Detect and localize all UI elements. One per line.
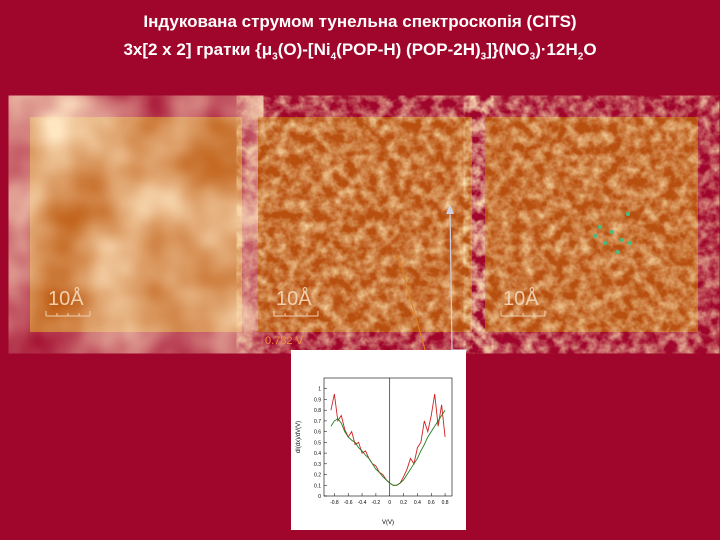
subscript: 3 — [529, 51, 536, 63]
x-tick-label: -0.6 — [344, 500, 353, 506]
x-tick-label: -0.8 — [330, 500, 339, 506]
subscript: 3 — [480, 51, 487, 63]
y-tick-label: 1 — [318, 387, 321, 393]
stm-image — [30, 117, 242, 332]
x-tick-label: 0.4 — [414, 500, 421, 506]
y-tick-label: 0.3 — [314, 462, 321, 468]
stm-image — [485, 117, 698, 332]
subscript: 4 — [330, 51, 337, 63]
scale-bar — [45, 311, 91, 317]
x-tick-label: 0.2 — [400, 500, 407, 506]
y-tick-label: 0.1 — [314, 483, 321, 489]
scale-bar — [273, 311, 319, 317]
title-text: O — [583, 40, 597, 59]
arrow-head — [446, 204, 454, 214]
y-tick-label: 0.5 — [314, 440, 321, 446]
x-tick-label: -0.4 — [358, 500, 367, 506]
scale-bar — [500, 311, 546, 317]
x-tick-label: 0.8 — [442, 500, 449, 506]
chart-panel — [291, 350, 466, 530]
x-axis-label: V(V) — [382, 520, 394, 526]
y-tick-label: 0.2 — [314, 473, 321, 479]
title-text: (O)-[Ni — [277, 40, 331, 59]
title-text: 3x[2 x 2] гратки {μ — [123, 40, 273, 59]
y-tick-label: 0.9 — [314, 397, 321, 403]
y-tick-label: 0.7 — [314, 419, 321, 425]
plot-frame — [323, 377, 453, 497]
title-line1: Індукована струмом тунельна спектроскопі… — [143, 12, 577, 31]
x-tick-label: 0 — [388, 500, 391, 506]
title-text: )·12H — [535, 40, 578, 59]
subscript: 2 — [577, 51, 584, 63]
y-tick-label: 0.8 — [314, 408, 321, 414]
title-text: (POP-H) (POP-2H) — [336, 40, 481, 59]
scale-label: 10Å — [48, 287, 84, 310]
stm-image — [258, 117, 472, 332]
scale-label: 10Å — [276, 287, 312, 310]
voltage-label: 0.782 V — [265, 335, 304, 347]
y-tick-label: 0.6 — [314, 430, 321, 436]
data-line — [330, 409, 446, 486]
title-line2: 3x[2 x 2] гратки {μ3(O)-[Ni4(POP-H) (POP… — [0, 40, 720, 62]
title-text: ]}(NO — [486, 40, 530, 59]
y-tick-label: 0.4 — [314, 451, 321, 457]
scale-label: 10Å — [503, 287, 539, 310]
x-tick-label: 0.6 — [428, 500, 435, 506]
subscript: 3 — [272, 51, 278, 63]
y-axis-label: dI(dx)/dV(V) — [296, 421, 302, 453]
y-tick-label: 0 — [318, 494, 321, 500]
x-tick-label: -0.2 — [372, 500, 381, 506]
